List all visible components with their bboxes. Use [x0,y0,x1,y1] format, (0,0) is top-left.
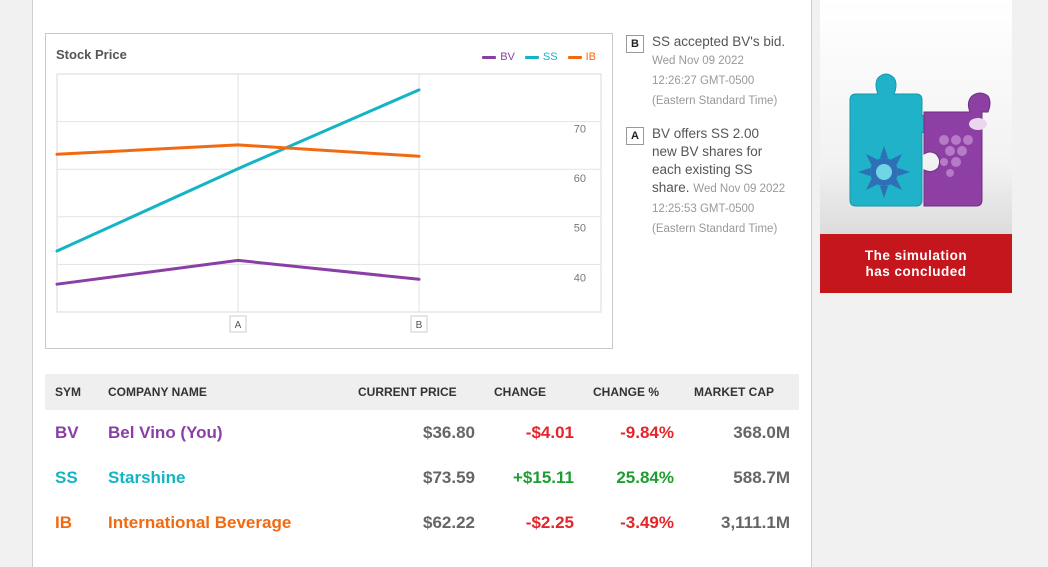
row-price: $36.80 [423,422,475,442]
row-market-cap: 368.0M [733,422,790,442]
event-time: Wed Nov 09 2022 12:26:27 GMT-0500 (Easte… [652,55,778,107]
row-change: -$4.01 [525,422,574,442]
event-item: B SS accepted BV's bid. Wed Nov 09 2022 … [626,33,786,111]
series-line-ib [55,143,421,158]
row-price: $62.22 [423,512,475,532]
banner-line-1: The simulation [864,248,968,263]
simulation-concluded-banner: The simulation has concluded [820,234,1012,293]
event-text: BV offers SS 2.00 new BV shares for each… [652,126,763,195]
event-log: B SS accepted BV's bid. Wed Nov 09 2022 … [626,33,786,253]
row-company-name[interactable]: Starshine [108,467,186,487]
y-tick-label: 50 [574,223,586,235]
row-change-pct: -9.84% [620,422,674,442]
table-row[interactable]: SS Starshine $73.59 +$15.11 25.84% 588.7… [45,455,799,500]
table-row[interactable]: BV Bel Vino (You) $36.80 -$4.01 -9.84% 3… [45,410,799,455]
plot-frame [56,73,602,313]
legend-swatch-bv [482,55,497,59]
header-company-name[interactable]: COMPANY NAME [108,385,207,399]
legend-swatch-ib [567,55,582,59]
chart-plot: 40 50 60 70 A B [55,73,602,333]
header-sym[interactable]: SYM [55,385,82,399]
legend-swatch-ss [524,55,539,59]
legend-item-bv: BV [482,51,515,63]
puzzle-pieces-icon [849,73,991,207]
row-sym: BV [55,422,79,442]
stock-price-chart: Stock Price BV SS IB 40 50 60 70 A B [45,33,613,349]
row-company-name[interactable]: International Beverage [108,512,292,532]
row-company-name[interactable]: Bel Vino (You) [108,422,223,442]
row-sym: IB [55,512,72,532]
row-market-cap: 3,111.1M [720,512,790,532]
header-market-cap[interactable]: MARKET CAP [694,385,774,399]
y-tick-label: 70 [574,124,586,136]
row-change-pct: -3.49% [620,512,674,532]
legend-item-ss: SS [524,51,558,63]
x-tick-label: A [235,320,242,331]
row-change: +$15.11 [513,467,574,487]
row-sym: SS [55,467,78,487]
header-current-price[interactable]: CURRENT PRICE [358,385,457,399]
table-header: SYM COMPANY NAME CURRENT PRICE CHANGE CH… [45,374,799,410]
legend-item-ib: IB [567,51,596,63]
banner-line-2: has concluded [865,264,967,279]
row-price: $73.59 [423,467,475,487]
event-tag: B [626,35,644,53]
row-market-cap: 588.7M [733,467,790,487]
x-tick-box [410,315,428,333]
table-row[interactable]: IB International Beverage $62.22 -$2.25 … [45,500,799,545]
y-tick-label: 40 [574,272,586,284]
x-tick-label: B [416,320,423,331]
row-change-pct: 25.84% [616,467,674,487]
y-tick-label: 60 [574,173,586,185]
event-tag: A [626,127,644,145]
event-time: Wed Nov 09 2022 12:25:53 GMT-0500 (Easte… [652,183,786,235]
stock-table: SYM COMPANY NAME CURRENT PRICE CHANGE CH… [45,374,799,545]
row-change: -$2.25 [525,512,574,532]
chart-title: Stock Price [56,47,127,62]
header-change[interactable]: CHANGE [494,385,547,399]
legend-label-bv: BV [500,51,515,63]
series-line-ss [55,88,421,253]
event-item: A BV offers SS 2.00 new BV shares for ea… [626,125,786,239]
header-change-pct[interactable]: CHANGE % [593,385,660,399]
chart-legend: BV SS IB [482,51,596,63]
legend-label-ib: IB [585,51,596,63]
simulation-status-panel: The simulation has concluded [820,0,1012,293]
x-tick-box [229,315,247,333]
series-line-bv [55,258,421,286]
puzzle-graphic [820,0,1012,234]
legend-label-ss: SS [542,51,558,63]
event-text: SS accepted BV's bid. [652,34,786,49]
